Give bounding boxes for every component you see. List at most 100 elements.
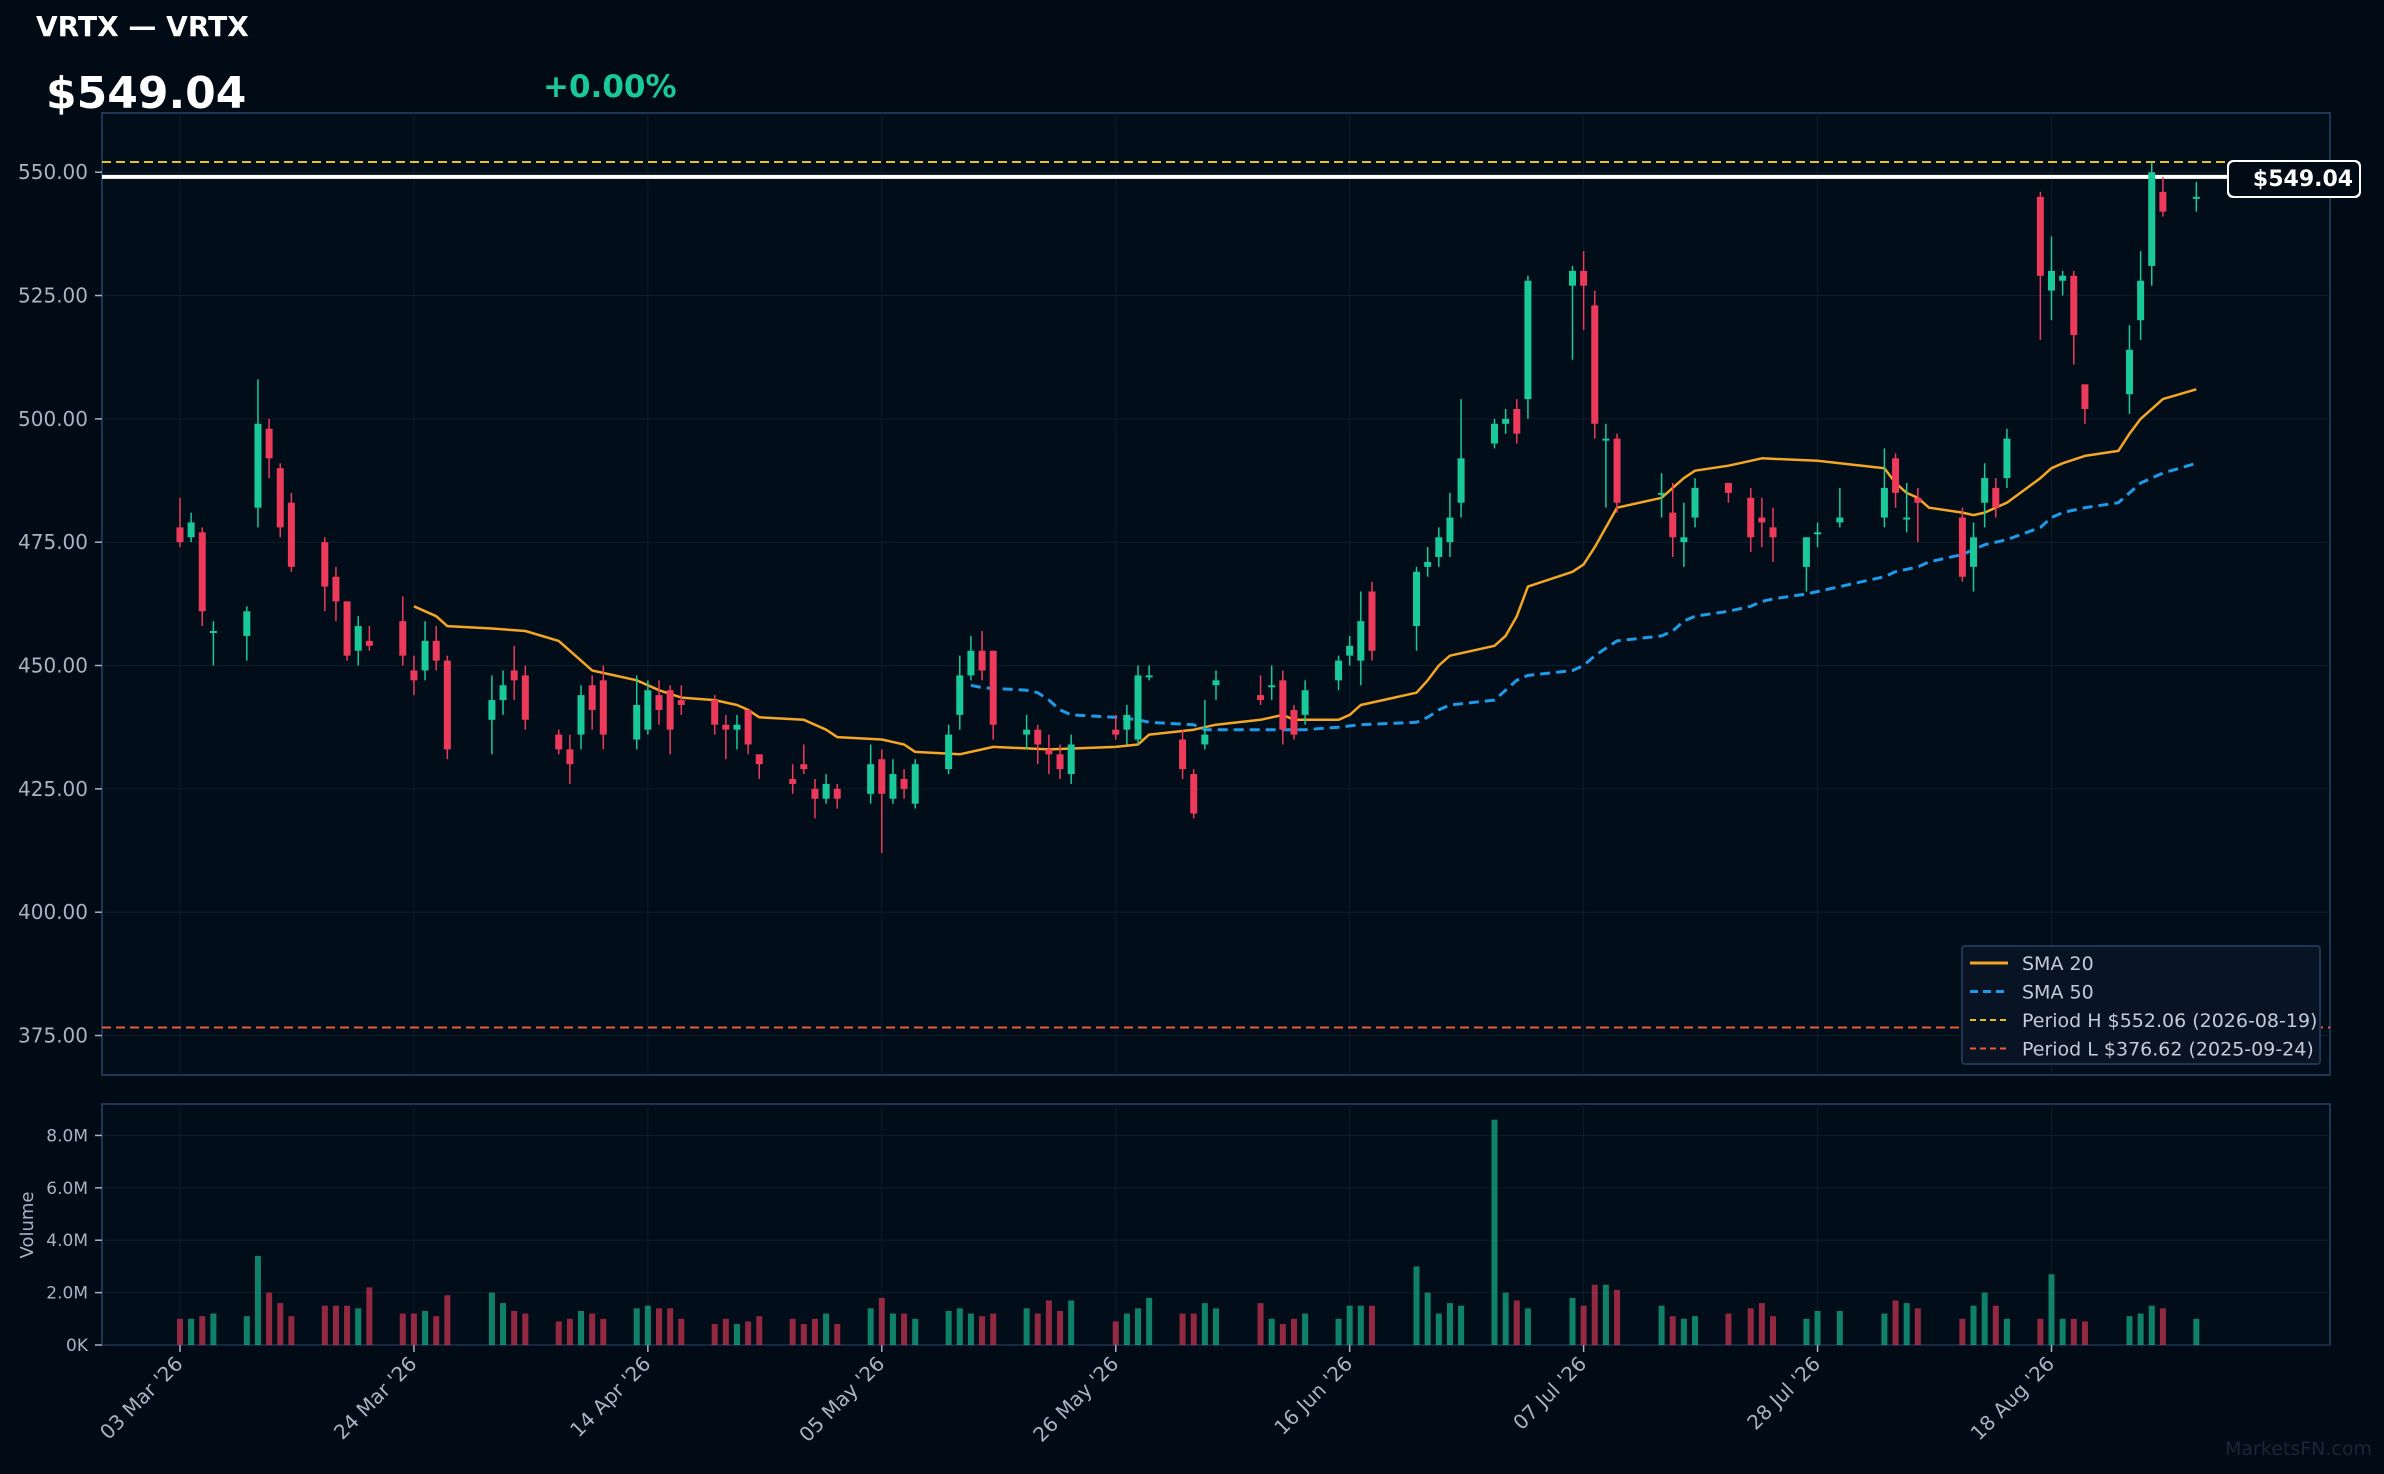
candle: [265, 418, 273, 479]
candle: [1491, 418, 1498, 449]
candle: [2125, 325, 2133, 414]
candlesticks: [176, 162, 2200, 853]
candle: [1268, 665, 1276, 701]
candle-body: [1613, 438, 1621, 503]
candle-body: [432, 640, 440, 661]
candle-body: [521, 675, 529, 720]
volume-bar: [2003, 1318, 2010, 1345]
volume-bar: [956, 1308, 963, 1345]
candle-body: [878, 759, 886, 794]
volume-bar: [444, 1295, 451, 1345]
candle-body: [833, 788, 841, 799]
volume-bar: [399, 1313, 406, 1345]
reference-lines: [102, 161, 2330, 1029]
candle-body: [2081, 384, 2089, 409]
volume-bar: [344, 1305, 351, 1345]
candle-body: [711, 700, 719, 725]
candle: [488, 675, 496, 755]
volume-bar: [756, 1316, 763, 1345]
candle: [956, 655, 964, 730]
volume-bar: [789, 1318, 796, 1345]
volume-bar: [2126, 1316, 2133, 1345]
candle-body: [744, 709, 752, 745]
volume-bar: [1045, 1300, 1052, 1345]
candle: [443, 655, 451, 760]
candle: [521, 665, 529, 730]
volume-bar: [990, 1313, 997, 1345]
candle: [1446, 492, 1454, 557]
volume-bar: [1970, 1305, 1977, 1345]
candle: [321, 537, 329, 612]
volume-bar: [555, 1321, 562, 1345]
volume-bar: [1335, 1318, 1342, 1345]
volume-bar: [2193, 1318, 2200, 1345]
candle: [1892, 453, 1900, 508]
candle-body: [1491, 423, 1498, 444]
candle-body: [410, 670, 418, 681]
candle-body: [789, 779, 797, 784]
candle-body: [911, 764, 919, 804]
candle-body: [510, 670, 518, 681]
volume-bar: [1491, 1119, 1498, 1345]
volume-bar: [1413, 1266, 1420, 1345]
candle-body: [499, 685, 507, 701]
volume-bar: [266, 1292, 273, 1345]
candle: [198, 527, 206, 627]
candle: [2081, 384, 2089, 424]
candle: [1724, 483, 1732, 503]
candle: [1435, 527, 1443, 567]
price-tick-label: 425.00: [18, 777, 88, 801]
candle-body: [1981, 478, 1989, 503]
candle-body: [599, 680, 607, 735]
candle-body: [1179, 739, 1187, 770]
candle: [1335, 655, 1343, 691]
volume-bar: [355, 1308, 362, 1345]
candle-body: [2125, 349, 2133, 395]
candle: [1591, 290, 1599, 439]
volume-bar: [1357, 1305, 1364, 1345]
candle: [588, 675, 596, 730]
candle: [1201, 700, 1209, 750]
volume-bar: [1981, 1292, 1988, 1345]
candle: [499, 670, 507, 715]
candle: [1914, 487, 1922, 543]
volume-bar: [410, 1313, 417, 1345]
candle-body: [1346, 645, 1354, 656]
candle: [1346, 635, 1354, 666]
candle: [287, 492, 295, 572]
candle-body: [588, 685, 596, 710]
volume-bar: [1268, 1318, 1275, 1345]
legend-label: Period H $552.06 (2026-08-19): [2022, 1010, 2317, 1032]
volume-bar: [2059, 1318, 2066, 1345]
candle: [1658, 473, 1666, 518]
candle-body: [1970, 537, 1978, 567]
candle-body: [187, 522, 195, 538]
candle-body: [1368, 591, 1376, 651]
volume-bar: [1201, 1303, 1208, 1345]
candle: [644, 680, 652, 735]
candle: [1981, 463, 1989, 528]
candle-body: [1279, 680, 1287, 730]
last-price-tag: $549.04: [2227, 160, 2361, 198]
candle: [1970, 522, 1978, 592]
volume-bar: [733, 1324, 740, 1345]
candle: [677, 685, 685, 715]
volume-bar: [1747, 1308, 1754, 1345]
candle: [1301, 680, 1309, 725]
candle: [2036, 191, 2044, 340]
volume-bar: [1068, 1300, 1075, 1345]
volume-bar: [589, 1313, 596, 1345]
candle-body: [1513, 409, 1521, 434]
candle: [566, 734, 574, 784]
volume-bar: [176, 1318, 183, 1345]
volume-bar: [945, 1310, 952, 1345]
candle: [1602, 423, 1610, 508]
candle: [432, 626, 440, 671]
legend-label: SMA 20: [2022, 953, 2094, 975]
candle: [878, 749, 886, 853]
candle: [711, 695, 719, 735]
candle-body: [1892, 458, 1900, 493]
candle: [187, 512, 195, 543]
candle-body: [633, 705, 641, 740]
candle-body: [1669, 512, 1677, 538]
